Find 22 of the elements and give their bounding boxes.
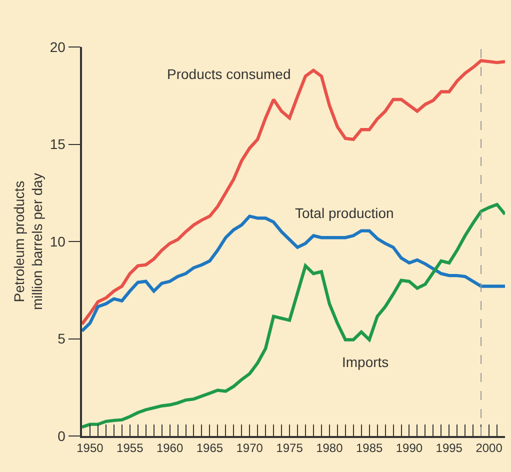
x-tick-label: 1980 (316, 441, 344, 456)
y-tick-label: 0 (58, 428, 66, 444)
annotation: Total production (295, 205, 394, 221)
line-series (82, 202, 505, 429)
y-tick-label: 20 (50, 38, 66, 55)
x-tick-label: 1960 (156, 441, 184, 456)
x-tick-label: 1965 (196, 441, 224, 456)
x-tick-label: 1990 (396, 441, 423, 456)
y-tick-label: 5 (58, 330, 66, 347)
x-tick-label: 1955 (116, 441, 144, 456)
x-tick-label: 2000 (476, 441, 503, 456)
x-tick-label: 1985 (356, 441, 383, 456)
y-tick-label: 15 (50, 136, 66, 152)
y-tick-label: 10 (50, 233, 66, 250)
y-axis-title: Petroleum products million barrels per day (10, 173, 45, 310)
x-tick-label: 1995 (436, 441, 463, 456)
annotation: Imports (342, 354, 389, 370)
x-tick-label: 1970 (236, 441, 264, 456)
line-series (82, 59, 505, 326)
x-tick-label: 1975 (276, 441, 304, 456)
annotation: Products consumed (167, 66, 291, 82)
x-tick-label: 1950 (76, 441, 104, 456)
